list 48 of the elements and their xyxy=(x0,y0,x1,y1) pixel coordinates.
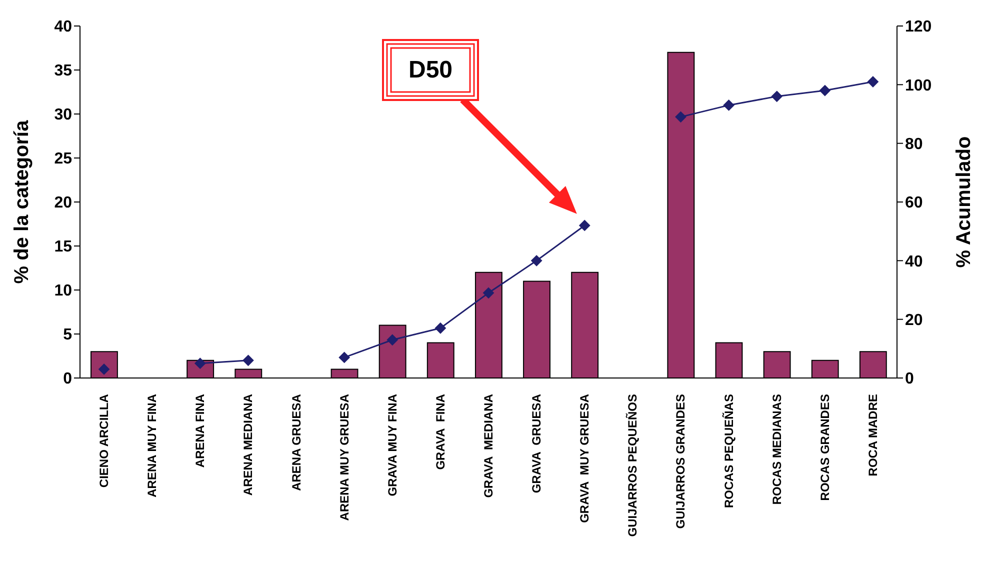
x-tick-label: GRAVA GRUESA xyxy=(530,394,544,494)
x-tick-label: GUIJARROS GRANDES xyxy=(674,394,688,529)
annotation: D50 xyxy=(408,56,453,84)
x-tick-label: ROCA MADRE xyxy=(866,394,880,476)
point xyxy=(867,76,878,88)
point xyxy=(771,90,782,102)
y2-tick-label: 100 xyxy=(905,77,932,94)
y2-tick-label: 20 xyxy=(905,312,923,330)
point xyxy=(675,111,686,122)
y-tick-label: 10 xyxy=(54,282,72,300)
point xyxy=(819,85,830,96)
point xyxy=(723,100,734,111)
point xyxy=(242,354,254,366)
point xyxy=(386,334,398,346)
x-tick-label: GRAVA MEDIANA xyxy=(482,394,496,498)
point xyxy=(338,352,350,363)
y-tick-label: 30 xyxy=(54,106,72,124)
point xyxy=(434,322,446,334)
x-tick-label: GRAVA MUY FINA xyxy=(385,394,400,496)
x-tick-label: CIENO ARCILLA xyxy=(97,394,112,488)
y-tick-label: 15 xyxy=(54,238,72,256)
y2-tick-label: 0 xyxy=(905,370,914,388)
x-tick-label: GRAVA MUY GRUESA xyxy=(578,394,592,523)
y2-axis-title: % Acumulado xyxy=(953,136,975,268)
y-tick-label: 20 xyxy=(54,194,72,212)
y2-tick-label: 60 xyxy=(905,194,923,212)
x-tick-label: ARENA MUY FINA xyxy=(145,394,160,498)
x-tick-label: ROCAS PEQUEÑAS xyxy=(722,394,736,508)
x-tick-label: ARENA MEDIANA xyxy=(241,394,256,496)
y2-tick-label: 80 xyxy=(905,136,923,154)
y-tick-label: 5 xyxy=(63,326,72,344)
y-tick-label: 0 xyxy=(63,370,72,388)
x-tick-label: ARENA MUY GRUESA xyxy=(337,394,352,521)
y-axis-title: % de la categoría xyxy=(11,119,33,284)
x-tick-label: GUIJARROS PEQUEÑOS xyxy=(626,394,640,537)
y2-tick-label: 40 xyxy=(905,253,923,270)
x-tick-label: ARENA FINA xyxy=(193,394,208,468)
x-tick-label: GRAVA FINA xyxy=(433,394,448,470)
y2-tick-label: 120 xyxy=(905,18,932,36)
point xyxy=(483,287,494,298)
x-tick-label: ARENA GRUESA xyxy=(289,394,304,491)
y-tick-label: 25 xyxy=(54,150,72,168)
x-tick-label: ROCAS GRANDES xyxy=(818,394,832,501)
y-tick-label: 35 xyxy=(54,62,72,80)
y-tick-label: 40 xyxy=(54,18,72,36)
x-tick-label: ROCAS MEDIANAS xyxy=(770,394,784,505)
point xyxy=(531,255,542,266)
point xyxy=(579,220,590,231)
